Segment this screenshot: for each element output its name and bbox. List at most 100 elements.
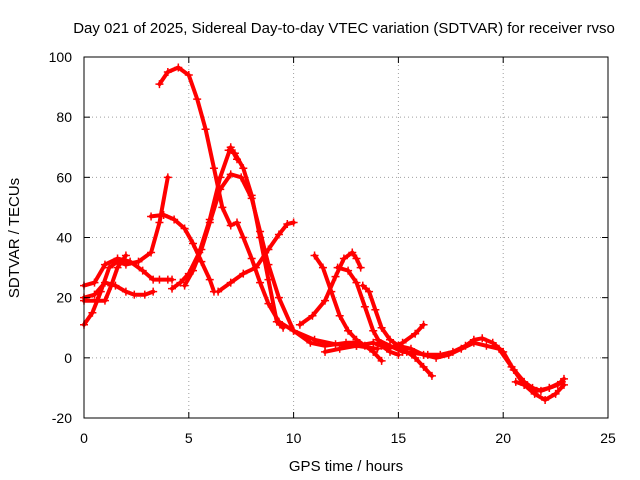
x-axis-label: GPS time / hours	[289, 458, 403, 475]
series-line	[157, 65, 380, 351]
data-point	[371, 305, 380, 314]
data-point	[365, 287, 374, 296]
x-tick-label: 10	[286, 430, 302, 446]
data-point	[226, 170, 235, 179]
data-point	[256, 278, 265, 287]
data-point	[239, 164, 248, 173]
data-point	[356, 263, 365, 272]
data-point	[121, 287, 130, 296]
data-point	[478, 334, 487, 343]
data-point	[226, 221, 235, 230]
data-point	[264, 275, 273, 284]
data-point	[216, 185, 225, 194]
data-point	[247, 191, 256, 200]
data-point	[495, 344, 504, 353]
data-point	[176, 278, 185, 287]
data-point	[507, 362, 516, 371]
data-point	[247, 254, 256, 263]
series-line	[297, 250, 363, 327]
data-point	[149, 287, 158, 296]
y-tick-label: 100	[49, 49, 73, 65]
y-tick-label: 40	[56, 230, 72, 246]
data-point	[100, 296, 109, 305]
data-point	[174, 63, 183, 72]
data-point	[197, 245, 206, 254]
data-point	[90, 290, 99, 299]
data-point	[155, 218, 164, 227]
data-point	[427, 371, 436, 380]
data-point	[224, 146, 233, 155]
data-point	[92, 296, 101, 305]
data-point	[251, 263, 260, 272]
y-tick-label: 0	[64, 350, 72, 366]
y-tick-label: -20	[52, 410, 72, 426]
data-point	[419, 350, 428, 359]
data-point	[214, 287, 223, 296]
data-point	[163, 173, 172, 182]
series-arc-10	[224, 146, 288, 332]
data-point	[358, 281, 367, 290]
data-point	[279, 323, 288, 332]
data-point	[536, 386, 545, 395]
data-point	[147, 212, 156, 221]
data-point	[209, 164, 218, 173]
data-point	[184, 71, 193, 80]
series-line	[226, 148, 286, 330]
data-point	[126, 257, 135, 266]
data-point	[520, 380, 529, 389]
data-point	[398, 347, 407, 356]
data-point	[511, 377, 520, 386]
data-point	[386, 341, 395, 350]
chart-title: Day 021 of 2025, Sidereal Day-to-day VTE…	[73, 20, 615, 37]
data-point	[216, 173, 225, 182]
data-point	[100, 260, 109, 269]
data-point	[100, 278, 109, 287]
data-point	[335, 311, 344, 320]
data-point	[283, 219, 292, 228]
series-arc-1	[155, 63, 382, 353]
plot-frame	[83, 56, 609, 419]
series-arc-6	[147, 210, 218, 296]
series-line	[82, 256, 174, 288]
data-point	[130, 290, 139, 299]
data-point	[344, 266, 353, 275]
series-layer	[80, 63, 568, 404]
data-point	[168, 284, 177, 293]
data-point	[360, 302, 369, 311]
data-point	[264, 245, 273, 254]
data-point	[147, 248, 156, 257]
data-point	[170, 215, 179, 224]
data-point	[188, 239, 197, 248]
data-point	[469, 338, 478, 347]
x-tick-label: 20	[495, 430, 511, 446]
data-point	[444, 350, 453, 359]
data-point	[333, 263, 342, 272]
data-point	[339, 254, 348, 263]
data-point	[352, 278, 361, 287]
data-point	[377, 323, 386, 332]
data-point	[321, 296, 330, 305]
data-point	[107, 281, 116, 290]
series-arc-9	[214, 218, 298, 296]
series-arc-12	[295, 248, 365, 329]
data-point	[559, 374, 568, 383]
data-point	[551, 389, 560, 398]
data-point	[545, 383, 554, 392]
data-point	[342, 338, 350, 347]
data-point	[335, 344, 344, 353]
data-point	[237, 173, 246, 182]
y-tick-label: 20	[56, 290, 72, 306]
data-point	[369, 338, 378, 347]
data-point	[289, 218, 298, 227]
data-point	[264, 299, 273, 308]
data-point	[138, 266, 147, 275]
data-point	[457, 344, 466, 353]
data-point	[205, 218, 214, 227]
data-point	[274, 230, 283, 239]
data-point	[411, 329, 420, 338]
x-tick-label: 5	[185, 430, 193, 446]
x-tick-label: 15	[391, 430, 407, 446]
axis-ticks: 0 5 10 15 20 25 -20 0 20 40 60 80 100	[49, 49, 616, 446]
data-point	[155, 275, 164, 284]
data-point	[180, 281, 189, 290]
